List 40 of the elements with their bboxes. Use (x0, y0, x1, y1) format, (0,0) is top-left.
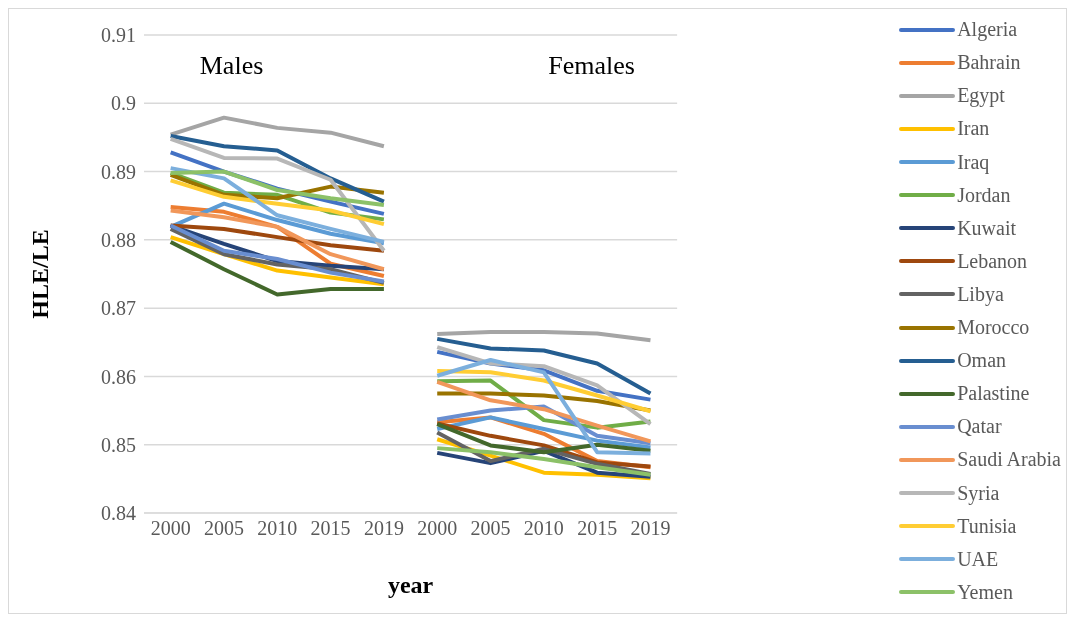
y-tick-label: 0.86 (101, 365, 136, 388)
y-tick-label: 0.84 (101, 502, 136, 525)
legend-label: Lebanon (957, 249, 1028, 273)
x-tick-label: 2010 (523, 517, 564, 540)
legend-label: Saudi Arabia (957, 448, 1061, 472)
y-tick-label: 0.9 (111, 92, 136, 115)
legend-label: Jordan (957, 183, 1011, 207)
legend-label: UAE (957, 547, 999, 571)
annotation: Females (548, 51, 635, 81)
x-tick-label: 2010 (257, 517, 298, 540)
legend-label: Oman (957, 349, 1007, 373)
y-tick-label: 0.85 (101, 433, 136, 456)
y-tick-label: 0.88 (101, 228, 136, 251)
x-tick-label: 2019 (630, 517, 671, 540)
x-tick-label: 2000 (150, 517, 191, 540)
legend-label: Libya (957, 282, 1004, 306)
legend-label: Bahrain (957, 51, 1021, 75)
y-tick-label: 0.91 (101, 24, 136, 47)
x-tick-label: 2015 (310, 517, 351, 540)
legend-label: Iraq (957, 150, 990, 174)
legend-label: Tunisia (957, 514, 1017, 538)
y-axis-title: HLE/LE (26, 229, 53, 319)
annotation: Males (199, 51, 264, 81)
x-tick-label: 2015 (577, 517, 618, 540)
y-tick-label: 0.87 (101, 297, 136, 320)
legend-label: Kuwait (957, 216, 1017, 240)
legend-label: Morocco (957, 316, 1030, 340)
x-tick-label: 2019 (363, 517, 404, 540)
legend-label: Qatar (957, 415, 1002, 439)
legend-label: Palastine (957, 382, 1030, 406)
legend-label: Yemen (957, 580, 1013, 604)
x-tick-label: 2005 (470, 517, 511, 540)
legend-label: Egypt (957, 84, 1005, 108)
x-tick-label: 2000 (417, 517, 458, 540)
y-tick-label: 0.89 (101, 160, 136, 183)
legend-label: Algeria (957, 18, 1018, 42)
legend-label: Syria (957, 481, 1000, 505)
x-axis-title: year (387, 572, 434, 598)
x-tick-label: 2005 (203, 517, 244, 540)
legend-label: Iran (957, 117, 990, 141)
